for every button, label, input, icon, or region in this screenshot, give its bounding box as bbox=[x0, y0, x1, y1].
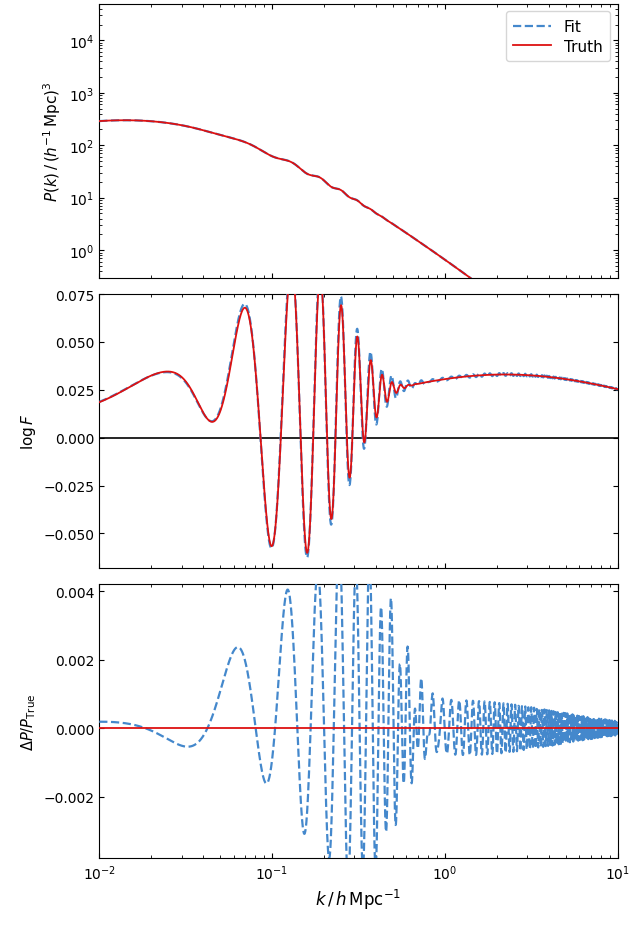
Fit bbox=[599, 374, 607, 385]
Line: Fit: Fit bbox=[99, 121, 618, 392]
Truth bbox=[599, 374, 607, 385]
Y-axis label: $\Delta P/P_\mathrm{True}$: $\Delta P/P_\mathrm{True}$ bbox=[19, 693, 38, 750]
Truth bbox=[122, 115, 130, 126]
Truth bbox=[504, 301, 511, 312]
Truth bbox=[334, 184, 342, 195]
Y-axis label: $P(k)\,/\,(h^{-1}\,\mathrm{Mpc})^3$: $P(k)\,/\,(h^{-1}\,\mathrm{Mpc})^3$ bbox=[42, 81, 63, 201]
Fit bbox=[334, 184, 342, 195]
Y-axis label: $\log F$: $\log F$ bbox=[19, 413, 38, 450]
Fit bbox=[598, 374, 606, 385]
Truth bbox=[614, 386, 621, 397]
Fit bbox=[122, 115, 130, 126]
Fit bbox=[95, 116, 103, 127]
Fit bbox=[504, 301, 511, 312]
Fit bbox=[614, 386, 621, 397]
Truth bbox=[598, 374, 606, 385]
Fit bbox=[348, 194, 355, 205]
Fit bbox=[122, 115, 129, 126]
X-axis label: $k\,/\,h\,\mathrm{Mpc}^{-1}$: $k\,/\,h\,\mathrm{Mpc}^{-1}$ bbox=[316, 887, 401, 911]
Line: Truth: Truth bbox=[99, 121, 618, 392]
Truth bbox=[122, 115, 129, 126]
Legend: Fit, Truth: Fit, Truth bbox=[506, 12, 610, 62]
Truth bbox=[348, 194, 355, 205]
Truth bbox=[95, 116, 103, 127]
